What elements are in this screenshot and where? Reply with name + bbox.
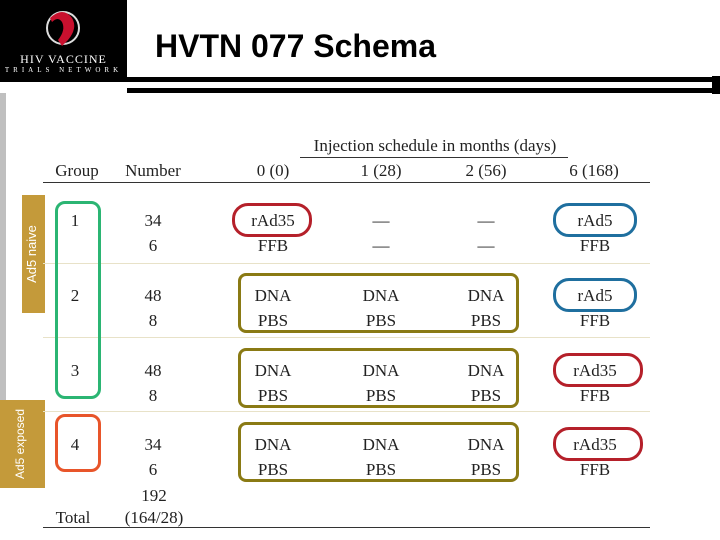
vaccine-m6: rAd5 [577,286,613,305]
row-separator [43,411,650,412]
vaccine-m0: DNA [254,361,292,380]
vaccine-m6: rAd35 [573,361,617,380]
logo-text-sub: TRIALS NETWORK [4,66,123,74]
vaccine-m1: DNA [362,361,400,380]
col-header-number: Number [125,161,181,180]
rad5-boost-highlight [553,203,637,237]
placebo-count: 6 [148,236,158,255]
group-number: 3 [70,361,80,380]
super-header-rule [300,157,568,158]
ad5-exposed-label: Ad5 exposed [13,408,27,480]
ad5-naive-label: Ad5 naive [24,225,39,283]
col-header-m0: 0 (0) [256,161,290,180]
vaccine-m1: DNA [362,435,400,454]
group-number: 1 [70,211,80,230]
hvtn-logo: HIV VACCINE TRIALS NETWORK [0,0,127,80]
exposed-group-highlight [55,414,101,472]
vaccine-m6: rAd35 [573,435,617,454]
col-header-m1: 1 (28) [360,161,402,180]
participant-count: 34 [144,435,162,454]
header-rule-cap [712,76,720,94]
rad35-boost-highlight [553,353,643,387]
row-separator [43,263,650,264]
placebo-m1: — [372,236,390,255]
rad5-boost-highlight [553,278,637,312]
vaccine-m6: rAd5 [577,211,613,230]
placebo-count: 8 [148,311,158,330]
vaccine-m1: DNA [362,286,400,305]
table-bottom-rule [43,527,650,528]
vaccine-m1: — [372,211,390,230]
placebo-m1: PBS [365,311,397,330]
total-count: 192 [141,486,167,505]
vaccine-m0: DNA [254,435,292,454]
super-header: Injection schedule in months (days) [313,136,557,155]
placebo-m0: FFB [257,236,289,255]
vaccine-m0: rAd35 [251,211,295,230]
ad5-naive-tab: Ad5 naive [22,195,45,313]
placebo-m0: PBS [257,460,289,479]
vaccine-m2: DNA [467,361,505,380]
naive-groups-highlight [55,201,101,399]
placebo-m1: PBS [365,460,397,479]
group-number: 4 [70,435,80,454]
row-separator [43,337,650,338]
dna-prime-highlight [238,348,519,408]
red-ribbon-icon [46,11,80,46]
vaccine-m2: — [477,211,495,230]
rad35-boost-highlight [553,427,643,461]
vaccine-m0: DNA [254,286,292,305]
header-rule-lower [127,88,720,93]
placebo-m2: PBS [470,386,502,405]
side-strip [0,93,6,400]
participant-count: 34 [144,211,162,230]
participant-count: 48 [144,286,162,305]
logo-text-main: HIV VACCINE [20,52,107,66]
col-header-group: Group [55,161,99,180]
participant-count: 48 [144,361,162,380]
dna-prime-highlight [238,273,519,333]
placebo-m0: PBS [257,311,289,330]
header-rule [0,77,720,82]
rad35-prime-highlight [232,203,312,237]
placebo-m2: PBS [470,460,502,479]
total-breakdown: (164/28) [124,508,184,527]
vaccine-m2: DNA [467,286,505,305]
placebo-m2: PBS [470,311,502,330]
placebo-m6: FFB [579,236,611,255]
vaccine-m2: DNA [467,435,505,454]
header-bottom-rule [43,182,650,183]
col-header-m6: 6 (168) [569,161,619,180]
placebo-m6: FFB [579,311,611,330]
total-label: Total [55,508,91,527]
placebo-m6: FFB [579,386,611,405]
placebo-count: 8 [148,386,158,405]
placebo-count: 6 [148,460,158,479]
placebo-m2: — [477,236,495,255]
dna-prime-highlight [238,422,519,482]
placebo-m1: PBS [365,386,397,405]
group-number: 2 [70,286,80,305]
placebo-m6: FFB [579,460,611,479]
ad5-exposed-tab: Ad5 exposed [0,400,45,488]
slide-title: HVTN 077 Schema [155,28,437,64]
col-header-m2: 2 (56) [465,161,507,180]
placebo-m0: PBS [257,386,289,405]
